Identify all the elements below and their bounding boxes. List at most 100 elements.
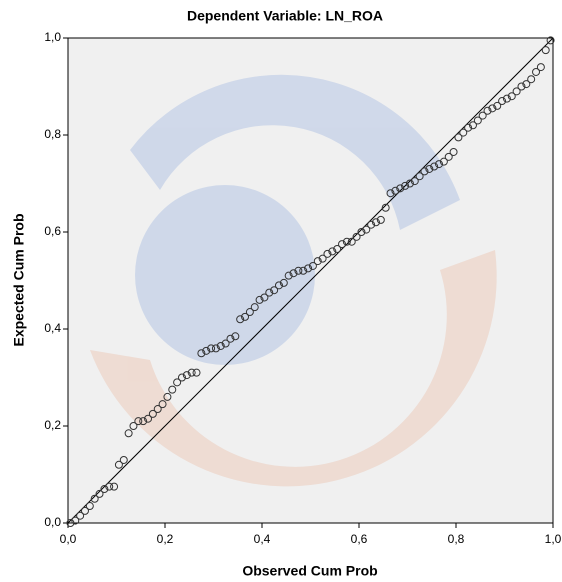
point — [173, 378, 182, 387]
y-tick-label: 0,4 — [44, 321, 61, 335]
point — [352, 232, 361, 241]
point — [367, 220, 376, 229]
point — [284, 271, 293, 280]
y-tick-label: 0,2 — [44, 418, 61, 432]
y-tick-label: 1,0 — [44, 30, 61, 44]
point — [163, 392, 172, 401]
point — [245, 308, 254, 317]
point — [473, 116, 482, 125]
point — [347, 237, 356, 246]
point — [90, 494, 99, 503]
point — [522, 80, 531, 89]
y-tick-label: 0,0 — [44, 515, 61, 529]
point — [144, 414, 153, 423]
point — [119, 455, 128, 464]
point — [279, 278, 288, 287]
point — [381, 203, 390, 212]
point — [105, 482, 114, 491]
point — [468, 121, 477, 130]
chart-title: Dependent Variable: LN_ROA — [187, 8, 383, 24]
point — [153, 405, 162, 414]
point — [236, 315, 245, 324]
point — [410, 177, 419, 186]
point — [148, 409, 157, 418]
watermark — [90, 74, 497, 487]
point — [231, 332, 240, 341]
point — [270, 286, 279, 295]
point — [207, 344, 216, 353]
point — [255, 295, 264, 304]
point — [464, 123, 473, 132]
point — [507, 92, 516, 101]
point — [226, 334, 235, 343]
point — [338, 240, 347, 249]
point — [168, 385, 177, 394]
point — [192, 368, 201, 377]
point — [211, 344, 220, 353]
y-axis-label: Expected Cum Prob — [11, 213, 27, 346]
point — [202, 346, 211, 355]
point — [304, 264, 313, 273]
point — [76, 511, 85, 520]
point — [100, 485, 109, 494]
point — [444, 152, 453, 161]
point — [415, 172, 424, 181]
watermark-arc — [130, 74, 460, 230]
point — [66, 519, 75, 527]
point — [71, 516, 80, 525]
point — [430, 162, 439, 171]
point — [124, 429, 133, 438]
reference-line — [67, 37, 554, 524]
point — [357, 228, 366, 236]
y-tick-label: 0,6 — [44, 224, 61, 238]
point — [502, 94, 511, 103]
point — [323, 249, 332, 258]
point — [260, 293, 269, 302]
y-tick-label: 0,8 — [44, 127, 61, 141]
point — [396, 184, 405, 193]
point — [401, 181, 410, 190]
point — [527, 75, 536, 84]
point — [110, 482, 119, 491]
watermark-circle — [135, 185, 315, 365]
point — [299, 266, 308, 275]
point — [546, 36, 555, 45]
point — [129, 422, 138, 430]
point — [512, 87, 521, 96]
point — [498, 97, 507, 106]
point — [439, 157, 448, 166]
point — [139, 417, 148, 426]
point — [241, 312, 250, 321]
x-tick-label: 0,4 — [254, 532, 271, 546]
point — [308, 261, 317, 270]
x-tick-label: 0,6 — [351, 532, 368, 546]
point — [478, 111, 487, 120]
point — [493, 101, 502, 110]
point — [85, 502, 94, 511]
point — [376, 215, 385, 224]
x-tick-label: 0,0 — [60, 532, 77, 546]
point — [187, 368, 196, 377]
x-tick-label: 1,0 — [545, 532, 562, 546]
point — [134, 417, 143, 426]
point — [80, 506, 89, 515]
point — [541, 46, 550, 55]
point — [318, 254, 327, 263]
point — [449, 147, 458, 156]
point — [114, 460, 123, 469]
point — [328, 247, 337, 256]
point — [420, 167, 429, 176]
x-tick-label: 0,8 — [448, 532, 465, 546]
point — [362, 225, 371, 234]
point — [221, 339, 230, 348]
point — [405, 179, 414, 188]
point — [532, 67, 541, 76]
point — [177, 373, 186, 382]
point — [391, 186, 400, 195]
point — [333, 244, 342, 253]
point — [425, 164, 434, 173]
point — [265, 288, 274, 297]
point — [435, 160, 444, 169]
point — [517, 82, 526, 91]
